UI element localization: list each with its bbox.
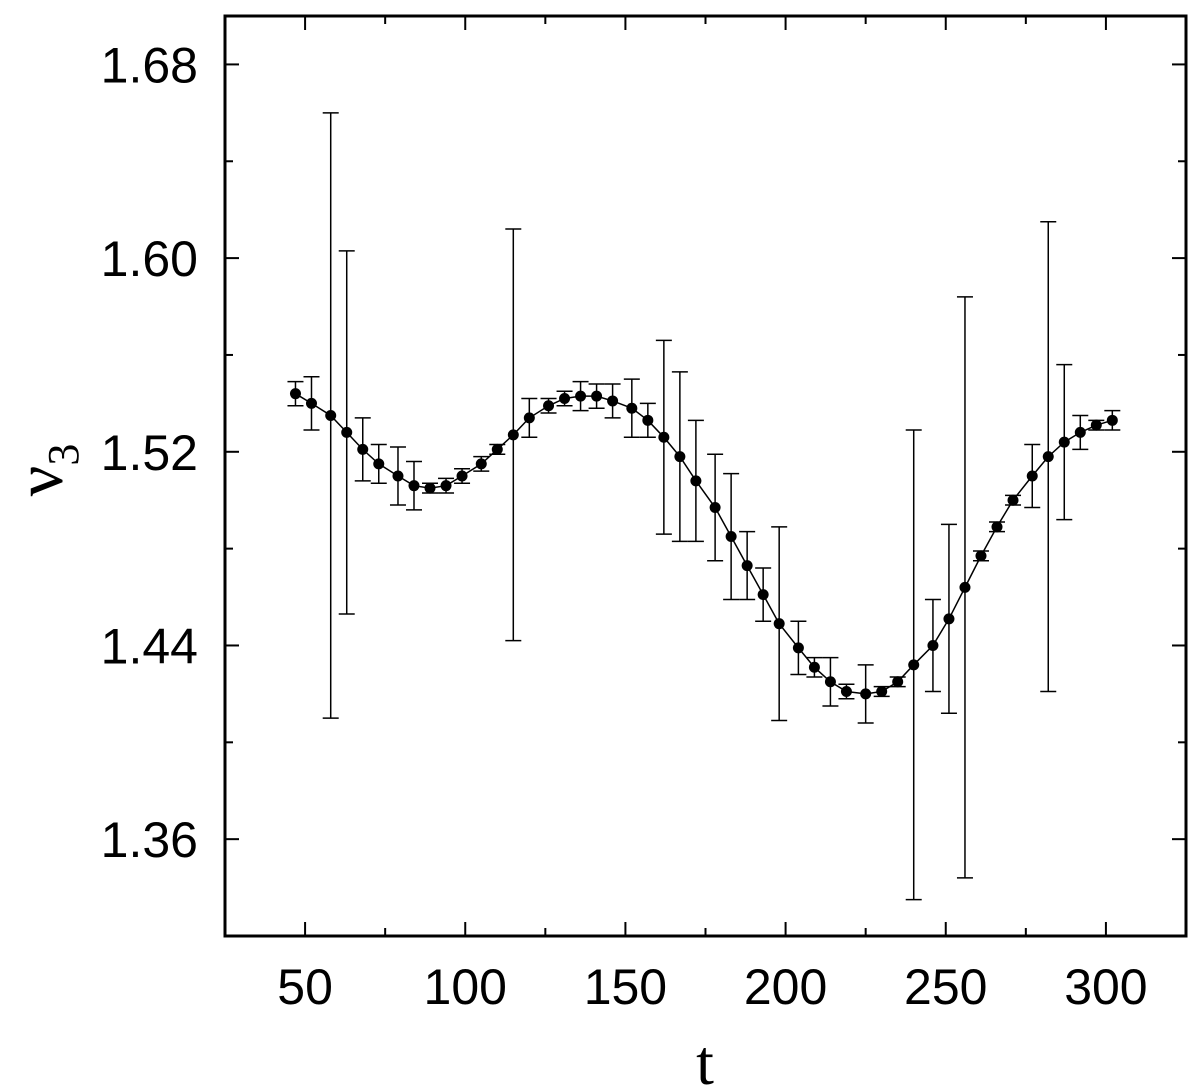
data-point [1042, 451, 1054, 463]
data-point [575, 390, 587, 402]
data-point [1026, 470, 1038, 482]
data-point [991, 521, 1003, 533]
y-axis-title-main: ν [1, 466, 77, 497]
data-point [559, 393, 571, 405]
data-point [325, 409, 337, 421]
x-tick-label: 50 [277, 959, 333, 1015]
data-point [1058, 436, 1070, 448]
data-point [824, 676, 836, 688]
data-point [491, 443, 503, 455]
data-point [959, 581, 971, 593]
data-point [876, 685, 888, 697]
x-axis-title: t [696, 1027, 714, 1086]
data-point [1007, 494, 1019, 506]
svg-text:ν3: ν3 [1, 444, 88, 497]
error-bars [287, 112, 1121, 901]
data-point [392, 470, 404, 482]
y-axis-title-subscript: 3 [39, 444, 88, 466]
plot-frame [223, 14, 1188, 938]
data-point [626, 402, 638, 414]
data-point [523, 412, 535, 424]
data-point [709, 501, 721, 513]
data-point [943, 613, 955, 625]
tick-labels: 50 100 150 200 250 300 1.36 1.44 1.52 1.60 1.68 [101, 37, 1148, 1015]
data-point [440, 480, 452, 492]
data-point [690, 475, 702, 487]
data-point [773, 618, 785, 630]
y-tick-label: 1.60 [101, 231, 198, 287]
data-point [1106, 414, 1118, 426]
data-point [424, 482, 436, 494]
data-point [658, 431, 670, 443]
data-point [741, 560, 753, 572]
data-point [757, 589, 769, 601]
data-point [456, 470, 468, 482]
y-axis-title: ν3 [1, 444, 88, 497]
data-point [289, 388, 301, 400]
data-point [373, 458, 385, 470]
data-point [975, 550, 987, 562]
y-tick-label: 1.52 [101, 425, 198, 481]
data-point [607, 395, 619, 407]
data-point [475, 458, 487, 470]
data-point [840, 685, 852, 697]
data-point [808, 661, 820, 673]
x-tick-label: 300 [1064, 959, 1147, 1015]
data-point [543, 400, 555, 412]
data-point [725, 531, 737, 543]
data-point [674, 451, 686, 463]
data-point [1090, 419, 1102, 431]
x-tick-label: 250 [904, 959, 987, 1015]
data-point [408, 480, 420, 492]
x-tick-label: 100 [424, 959, 507, 1015]
data-points [289, 388, 1118, 700]
y-tick-label: 1.36 [101, 812, 198, 868]
data-point [507, 429, 519, 441]
x-tick-label: 200 [744, 959, 827, 1015]
x-tick-label: 150 [584, 959, 667, 1015]
data-point [860, 688, 872, 700]
data-point [892, 676, 904, 688]
series-line [295, 393, 1113, 695]
data-point [908, 659, 920, 671]
axis-ticks [225, 16, 1186, 936]
data-point [642, 414, 654, 426]
y-tick-label: 1.44 [101, 618, 198, 674]
y-tick-label: 1.68 [101, 37, 198, 93]
data-point [357, 443, 369, 455]
data-point [591, 390, 603, 402]
data-point [792, 642, 804, 654]
data-point [927, 639, 939, 651]
data-point [305, 397, 317, 409]
data-point [341, 426, 353, 438]
data-point [1074, 426, 1086, 438]
